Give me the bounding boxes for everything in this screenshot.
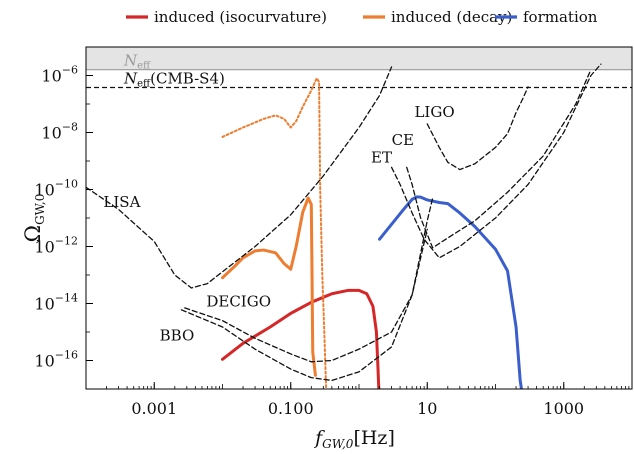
series-et: [390, 63, 602, 259]
series-decigo: [184, 197, 434, 363]
hline-label-neff-cmb-s4: Neff(CMB-S4): [123, 69, 225, 89]
annotation-et: ET: [371, 148, 392, 166]
series-ce: [406, 69, 592, 249]
y-tick-label: 10−14: [34, 292, 78, 314]
series-formation: [378, 195, 523, 389]
x-tick-label: 1000: [543, 399, 584, 418]
annotation-ligo: LIGO: [414, 103, 454, 121]
y-tick-label: 10−8: [41, 121, 78, 143]
y-tick-label: 10−6: [41, 64, 78, 86]
series-lisa: [86, 66, 393, 289]
legend-label-induced-isocurvature: induced (isocurvature): [154, 8, 327, 26]
y-tick-label: 10−12: [34, 235, 78, 257]
series-group: [86, 63, 602, 389]
legend-label-formation: formation: [523, 8, 598, 26]
x-axis-label: fGW,0[Hz]: [313, 427, 395, 451]
series-induced-isocurvature: [221, 288, 381, 389]
annotation-bbo: BBO: [160, 327, 195, 345]
series-induced-decay-dotted: [221, 77, 328, 389]
y-axis-ticks: 10−6 10−8 10−10 10−12 10−14 10−16: [34, 46, 93, 390]
bands: Neff: [86, 47, 632, 72]
annotation-decigo: DECIGO: [206, 292, 271, 310]
legend-label-induced-decay: induced (decay): [391, 8, 512, 26]
x-axis-ticks: 0.001 0.100 10 1000: [85, 382, 633, 418]
x-tick-label: 10: [417, 399, 437, 418]
annotation-lisa: LISA: [103, 193, 140, 211]
y-axis-label: ΩGW,0: [21, 194, 47, 243]
series-bbo: [180, 228, 428, 382]
band-neff: [86, 47, 632, 70]
y-tick-label: 10−16: [34, 349, 78, 371]
legend: induced (isocurvature) induced (decay) for…: [126, 8, 598, 26]
x-tick-label: 0.001: [131, 399, 177, 418]
series-ligo: [426, 86, 529, 171]
series-induced-decay: [221, 196, 317, 377]
y-tick-label: 10−10: [34, 178, 78, 200]
hlines: Neff(CMB-S4): [86, 69, 632, 89]
band-label-neff: Neff: [123, 52, 151, 72]
annotation-ce: CE: [392, 131, 414, 149]
x-tick-label: 0.100: [268, 399, 314, 418]
